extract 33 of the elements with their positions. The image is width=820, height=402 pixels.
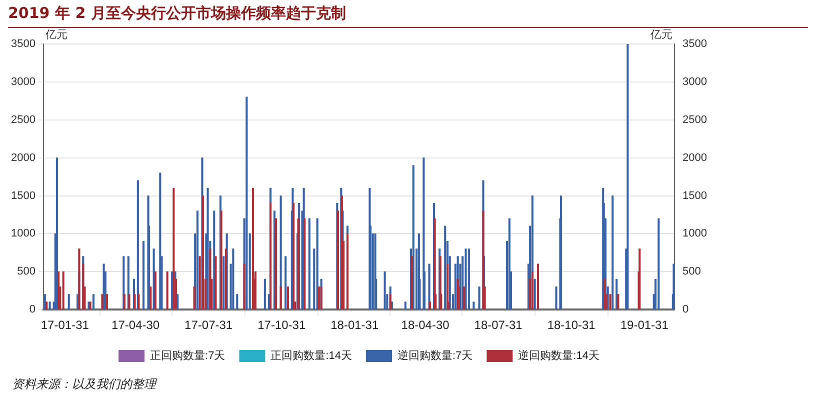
x-tick-label: 18-07-31 [474,318,523,332]
x-tick-label: 17-04-30 [112,318,160,332]
y2-tick-label: 2000 [682,152,708,164]
x-tick-label: 19-01-31 [620,318,669,332]
y2-tick-label: 3500 [682,38,708,50]
y-tick-label: 3000 [10,76,36,88]
y2-tick-label: 500 [682,266,701,278]
y-tick-label: 1000 [10,228,36,240]
y-axis-title: 亿元 [45,28,68,42]
y-tick-label: 2000 [10,152,36,164]
legend-label: 正回购数量:7天 [150,350,226,362]
legend-label: 逆回购数量:7天 [398,349,473,362]
y-tick-label: 3500 [10,38,36,50]
y2-tick-label: 3000 [682,76,708,88]
x-tick-label: 18-04-30 [401,318,450,332]
x-tick-label: 18-01-31 [330,318,379,332]
y-tick-label: 1500 [10,190,36,202]
x-tick-label: 18-10-31 [547,318,596,332]
x-tick-label: 17-10-31 [258,318,306,332]
y2-tick-label: 1500 [682,190,708,202]
y-tick-label: 2500 [10,114,36,126]
y-tick-label: 0 [29,304,36,316]
chart-title: 2019 年 2 月至今央行公开市场操作频率趋于克制 [8,4,808,28]
x-tick-label: 17-07-31 [184,318,233,332]
legend-label: 逆回购数量:14天 [518,349,600,362]
text: 资料来源：以及我们的整理 [12,376,156,393]
x-tick-label: 17-01-31 [40,318,90,332]
y2-axis-title: 亿元 [650,28,673,42]
y2-tick-label: 2500 [682,114,708,126]
y-tick-label: 500 [17,266,36,278]
y2-tick-label: 1000 [682,228,708,240]
legend-label: 正回购数量:14天 [270,350,352,362]
y2-tick-label: 0 [682,304,689,316]
